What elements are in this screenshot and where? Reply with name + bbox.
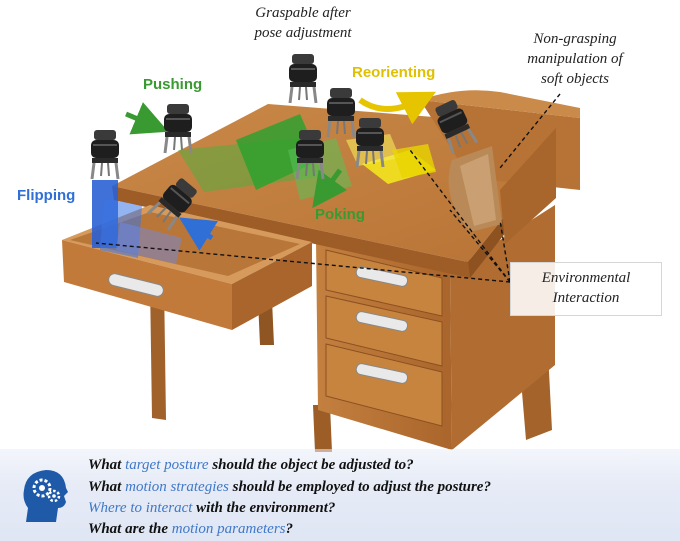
question-highlight: motion strategies (125, 479, 229, 495)
environmental-interaction-box: Environmental Interaction (510, 262, 662, 316)
drawer-handle (355, 311, 409, 332)
non-grasping-note-line: manipulation of (527, 51, 623, 67)
graspable-note-line: Graspable after (255, 5, 351, 21)
question-where-to-interact: Where to interact with the environment? (88, 500, 335, 517)
robot-gripper-icon (89, 128, 121, 181)
question-motion-strategies: What motion strategies should be employe… (88, 479, 491, 496)
question-target-posture: What target posture should the object be… (88, 457, 414, 474)
reorienting-label: Reorienting (352, 64, 436, 81)
graspable-note: Graspable after pose adjustment (228, 3, 378, 43)
question-text: should the object be adjusted to? (208, 457, 414, 473)
environmental-note-line: Interaction (552, 290, 620, 306)
environmental-interaction-label: Environmental Interaction (511, 268, 661, 308)
question-text: What (88, 479, 126, 495)
head-gears-icon (23, 470, 68, 522)
question-text: What (88, 457, 126, 473)
graspable-note-line: pose adjustment (254, 25, 352, 41)
flipping-label: Flipping (17, 187, 76, 204)
drawer-handle (355, 363, 409, 384)
question-highlight: motion parameters (171, 521, 286, 537)
question-text: What are the (88, 521, 172, 537)
question-text: with the environment? (192, 500, 336, 516)
robot-gripper-icon (162, 102, 194, 155)
interaction-pointers (95, 93, 561, 283)
drawer-handle (108, 273, 164, 297)
question-panel (0, 449, 680, 541)
question-highlight: target posture (125, 457, 209, 473)
non-grasping-note-line: Non-grasping (533, 31, 617, 47)
non-grasping-note: Non-grasping manipulation of soft object… (500, 29, 650, 89)
question-highlight: Where to interact (88, 500, 193, 516)
poking-label: Poking (315, 206, 366, 223)
soft-object (448, 146, 502, 232)
question-motion-parameters: What are the motion parameters? (88, 521, 293, 538)
flipping-objects (92, 180, 218, 264)
pushing-label: Pushing (143, 76, 203, 93)
drawer-handle (355, 266, 409, 287)
environmental-note-line: Environmental (541, 270, 631, 286)
robot-gripper-icon (287, 52, 319, 105)
question-text: ? (285, 521, 294, 537)
non-grasping-note-line: soft objects (541, 71, 609, 87)
question-text: should be employed to adjust the posture… (228, 479, 491, 495)
